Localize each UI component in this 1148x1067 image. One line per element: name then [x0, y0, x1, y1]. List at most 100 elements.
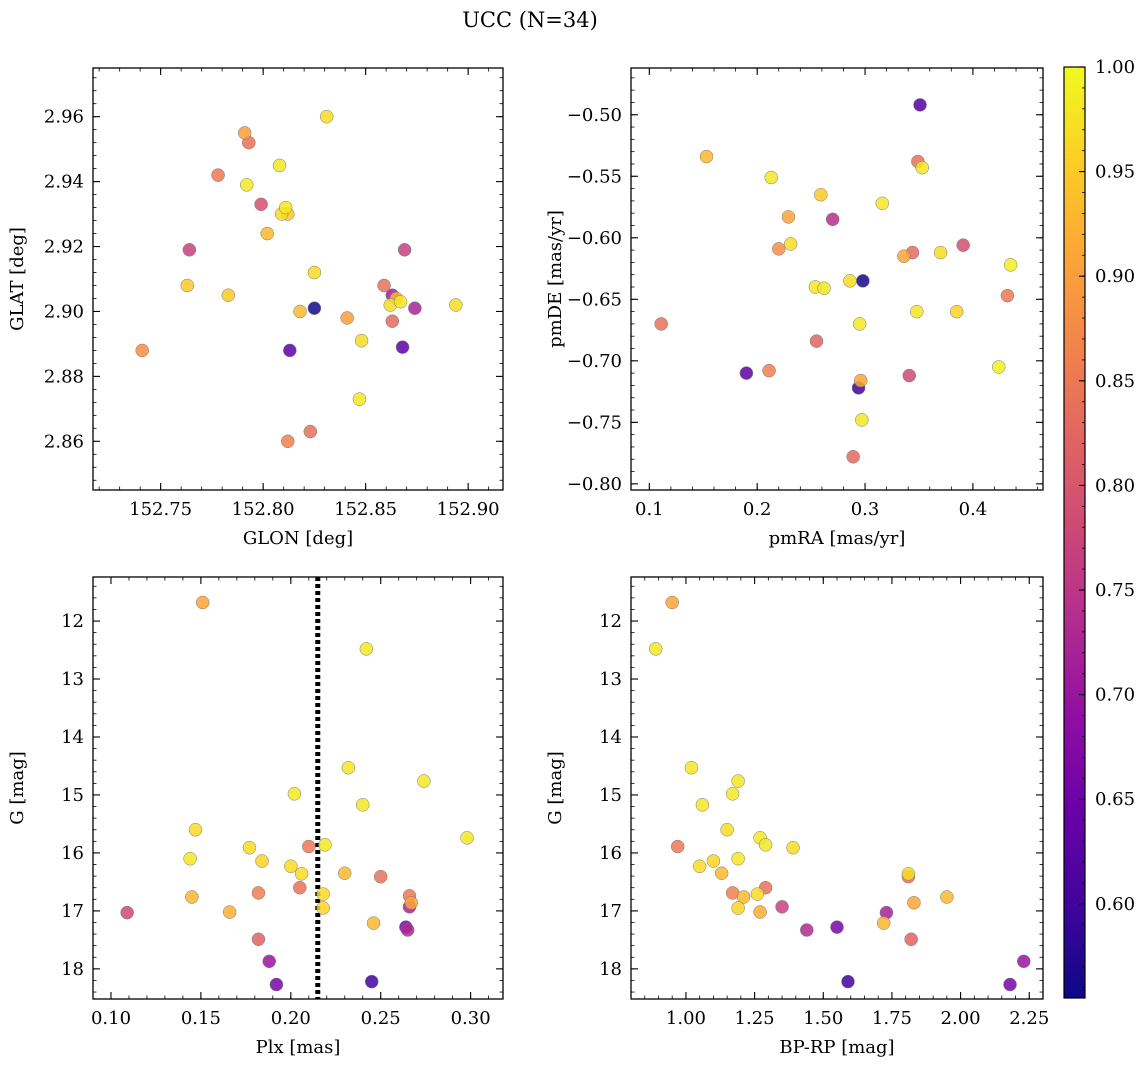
bprp-g-point	[706, 854, 721, 868]
plx-g-ytick-label: 12	[61, 611, 84, 632]
glon-glat-xtick-label: 152.80	[232, 499, 295, 520]
colorbar-tick-label: 0.95	[1095, 162, 1135, 183]
plx-g-ytick-label: 15	[61, 785, 84, 806]
pmra-pmde-xtick-label: 0.4	[959, 499, 988, 520]
bprp-g-xtick-label: 1.25	[735, 1008, 775, 1029]
bprp-g-point	[750, 887, 765, 901]
glon-glat-point	[352, 392, 367, 406]
plx-g-point	[302, 839, 316, 854]
pmra-pmde-point	[913, 98, 927, 112]
bprp-g-point	[670, 839, 685, 854]
glon-glat-point	[283, 343, 297, 358]
colorbar: 0.60 0.65 0.70 0.75 0.80 0.85 0.90 0.95 1.00	[1063, 57, 1135, 999]
glon-glat-point	[278, 200, 293, 215]
colorbar-bar	[1063, 66, 1086, 999]
pmra-pmde-xtick-label: 0.2	[743, 499, 772, 520]
glon-glat-point	[319, 109, 334, 124]
pmra-pmde-xlabel: pmRA [mas/yr]	[769, 528, 906, 549]
bprp-g-ylabel: G [mag]	[545, 751, 566, 824]
bprp-g-frame	[630, 576, 1044, 1000]
plx-g-xtick-label: 0.30	[451, 1008, 491, 1029]
plx-g-ylabel: G [mag]	[7, 751, 28, 824]
bprp-g-point	[684, 760, 699, 775]
pmra-pmde-point	[852, 317, 867, 331]
plx-g-point	[460, 831, 474, 845]
pmra-pmde-point	[1003, 258, 1018, 272]
bprp-g-point	[1017, 954, 1031, 969]
bprp-g-xtick-label: 2.25	[1009, 1008, 1049, 1029]
plx-g-point	[242, 840, 257, 855]
bprp-g-point	[731, 851, 745, 866]
plx-g-point	[255, 854, 269, 868]
bprp-g-point	[830, 920, 844, 934]
pmra-pmde-point	[699, 149, 714, 164]
pmra-pmde-frame	[630, 67, 1044, 491]
plx-g-panel: 0.10 0.15 0.20 0.25 0.30 12 13 14 15 16 17 18 Plx [m…	[7, 576, 504, 1058]
pmra-pmde-point	[897, 249, 911, 263]
bprp-g-point	[695, 798, 710, 812]
pmra-pmde-point	[846, 450, 860, 464]
pmra-pmde-point	[739, 366, 754, 380]
plx-g-point	[269, 977, 284, 992]
bprp-g-point	[775, 900, 789, 914]
bprp-g-point	[736, 890, 751, 904]
pmra-pmde-point	[762, 363, 776, 378]
pmra-pmde-point	[855, 413, 869, 427]
bprp-g-ytick-label: 14	[599, 727, 622, 748]
glon-glat-ytick-label: 2.88	[44, 366, 84, 387]
pmra-pmde-point	[654, 317, 668, 331]
glon-glat-ytick-label: 2.96	[44, 107, 84, 128]
pmra-pmde-point	[856, 274, 870, 288]
plx-g-point	[318, 838, 332, 852]
glon-glat-point	[211, 168, 225, 182]
plx-g-xtick-label: 0.25	[361, 1008, 401, 1029]
pmra-pmde-point	[992, 360, 1006, 374]
plx-g-point	[404, 896, 419, 910]
bprp-g-point	[904, 932, 918, 947]
plx-g-point	[366, 916, 381, 930]
bprp-g-ytick-label: 17	[599, 901, 622, 922]
plx-g-point	[294, 867, 309, 881]
plx-g-point	[341, 760, 356, 775]
plx-g-point	[293, 880, 307, 895]
bprp-g-point	[731, 774, 745, 788]
glon-glat-ylabel: GLAT [deg]	[7, 227, 28, 331]
bprp-g-point	[901, 867, 916, 881]
glon-glat-point	[237, 126, 252, 140]
colorbar-tick-label: 0.75	[1095, 580, 1135, 601]
bprp-g-xlabel: BP-RP [mag]	[779, 1037, 894, 1058]
pmra-pmde-point	[910, 304, 924, 319]
pmra-pmde-point	[825, 212, 840, 227]
pmra-pmde-point	[1000, 288, 1015, 303]
pmra-pmde-point	[764, 170, 778, 185]
pmra-pmde-point	[915, 160, 929, 175]
pmra-pmde-point	[853, 373, 868, 388]
bprp-g-point	[731, 901, 745, 915]
pmra-pmde-ytick-label: −0.75	[567, 412, 622, 433]
bprp-g-xtick-label: 1.75	[872, 1008, 912, 1029]
glon-glat-point	[221, 288, 236, 302]
pmra-pmde-point	[949, 304, 964, 319]
pmra-pmde-ylabel: pmDE [mas/yr]	[545, 210, 566, 348]
glon-glat-point	[340, 311, 354, 325]
glon-glat-point	[240, 178, 254, 192]
glon-glat-xlabel: GLON [deg]	[243, 528, 353, 549]
glon-glat-point	[449, 298, 463, 312]
pmra-pmde-point	[814, 187, 828, 202]
pmra-pmde-point	[875, 196, 890, 211]
plx-g-xlabel: Plx [mas]	[256, 1037, 341, 1058]
glon-glat-point	[397, 243, 412, 257]
glon-glat-point	[307, 301, 322, 315]
bprp-g-ytick-label: 13	[599, 669, 622, 690]
plx-g-point	[359, 642, 374, 656]
plx-g-ytick-label: 14	[61, 727, 84, 748]
plx-g-point	[120, 905, 134, 920]
glon-glat-ytick-label: 2.94	[44, 172, 84, 193]
colorbar-tick-label: 0.90	[1095, 266, 1135, 287]
plx-g-xtick-label: 0.10	[91, 1008, 131, 1029]
plx-g-point	[316, 887, 330, 901]
pmra-pmde-point	[902, 368, 917, 383]
glon-glat-ytick-label: 2.86	[44, 431, 84, 452]
pmra-pmde-xtick-label: 0.1	[635, 499, 664, 520]
glon-glat-xtick-label: 152.75	[129, 499, 192, 520]
